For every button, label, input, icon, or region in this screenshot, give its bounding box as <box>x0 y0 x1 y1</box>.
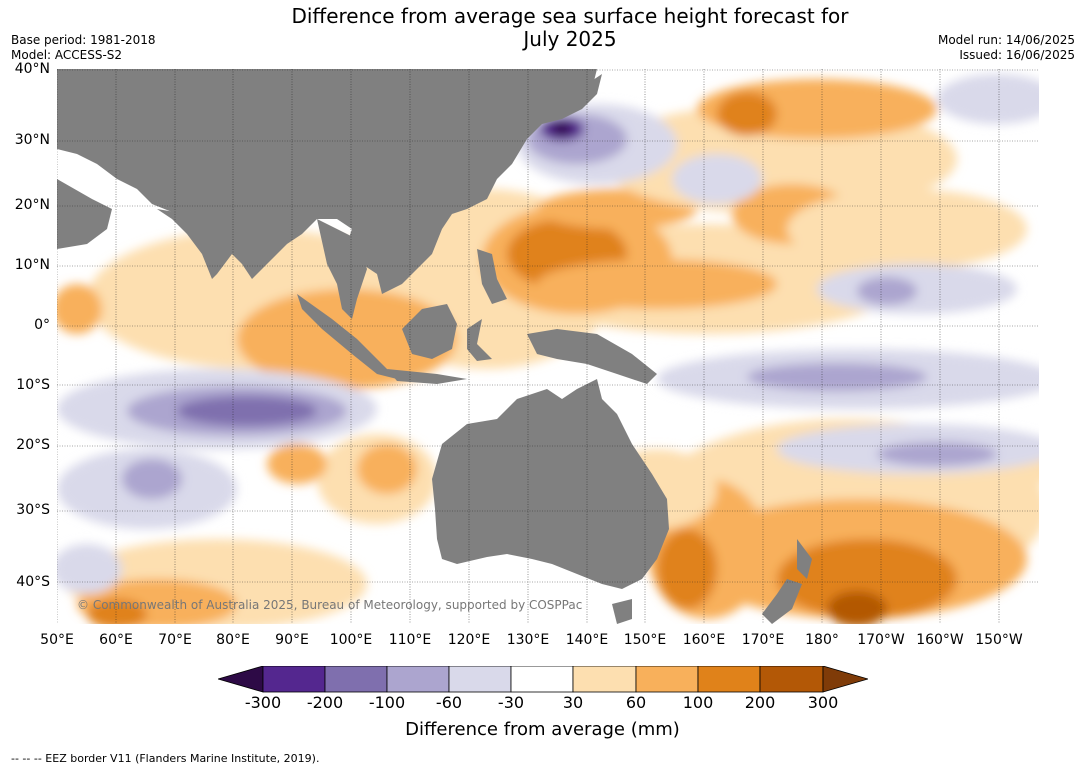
lat-label-40n: 40°N <box>14 61 50 77</box>
lat-label-10n: 10°N <box>14 257 50 273</box>
lat-label-30s: 30°S <box>16 502 50 518</box>
land-asia <box>57 69 597 294</box>
lon-label-80e: 80°E <box>216 632 250 648</box>
lon-label-70e: 70°E <box>158 632 192 648</box>
colorbar-tick-200: 200 <box>744 693 776 712</box>
eez-footnote: -- -- -- EEZ border V11 (Flanders Marine… <box>11 752 320 765</box>
colorbar-tick--300: -300 <box>244 693 282 712</box>
colorbar-arrow-high <box>822 666 868 693</box>
lat-label-20n: 20°N <box>14 197 50 213</box>
lon-label-110e: 110°E <box>388 632 432 648</box>
model-text: Model: ACCESS-S2 <box>11 48 123 62</box>
copyright-text: © Commonwealth of Australia 2025, Bureau… <box>77 598 583 612</box>
colorbar-bin-7 <box>635 666 699 693</box>
land-new-zealand-north <box>797 539 812 579</box>
land-masses <box>57 69 812 624</box>
colorbar-bin-5 <box>510 666 574 693</box>
colorbar-arrow-low <box>218 666 264 693</box>
lon-label-60e: 60°E <box>99 632 133 648</box>
colorbar-tick-60: 60 <box>625 693 647 712</box>
colorbar <box>218 666 868 693</box>
land-philippines <box>477 249 507 304</box>
colorbar-tick-30: 30 <box>562 693 584 712</box>
colorbar-tick-100: 100 <box>682 693 714 712</box>
lat-label-10s: 10°S <box>16 377 50 393</box>
lon-label-160w: 160°W <box>916 632 964 648</box>
meta-right: Model run: 14/06/2025 Issued: 16/06/2025 <box>938 33 1075 63</box>
lat-label-30n: 30°N <box>14 132 50 148</box>
sea-level-map: © Commonwealth of Australia 2025, Bureau… <box>57 69 1039 624</box>
land-new-guinea <box>527 329 657 384</box>
lon-label-50e: 50°E <box>40 632 74 648</box>
lon-label-90e: 90°E <box>275 632 309 648</box>
meta-left: Base period: 1981-2018 Model: ACCESS-S2 <box>11 33 156 63</box>
land-arabia <box>57 179 112 249</box>
map-title-line1: Difference from average sea surface heig… <box>291 4 849 28</box>
land-india <box>157 209 242 279</box>
lon-label-100e: 100°E <box>329 632 373 648</box>
colorbar-bin-3 <box>386 666 450 693</box>
map-title: Difference from average sea surface heig… <box>220 5 920 51</box>
lon-label-160e: 160°E <box>682 632 726 648</box>
lon-label-130e: 130°E <box>506 632 550 648</box>
model-run-text: Model run: 14/06/2025 <box>937 33 1075 47</box>
lon-label-120e: 120°E <box>447 632 491 648</box>
colorbar-tick-300: 300 <box>807 693 839 712</box>
land-new-zealand-south <box>762 579 802 624</box>
colorbar-label: Difference from average (mm) <box>405 719 680 740</box>
colorbar-bin-4 <box>448 666 512 693</box>
lon-label-150w: 150°W <box>975 632 1023 648</box>
colorbar-bin-9 <box>759 666 824 693</box>
lon-label-180: 180° <box>805 632 839 648</box>
land-japan <box>517 74 602 129</box>
lon-label-170e: 170°E <box>741 632 785 648</box>
lon-label-140e: 140°E <box>565 632 609 648</box>
land-tasmania <box>612 599 632 624</box>
lat-label-20s: 20°S <box>16 437 50 453</box>
colorbar-tick--30: -30 <box>497 693 525 712</box>
lat-label-0: 0° <box>34 317 50 333</box>
land-borneo <box>402 304 457 359</box>
lon-label-150e: 150°E <box>623 632 667 648</box>
graticule <box>57 69 1039 624</box>
colorbar-tick--100: -100 <box>368 693 406 712</box>
colorbar-bin-8 <box>697 666 761 693</box>
land-australia <box>432 379 669 589</box>
colorbar-tick--200: -200 <box>306 693 344 712</box>
lon-label-170w: 170°W <box>857 632 905 648</box>
land-java <box>387 369 467 384</box>
colorbar-tick--60: -60 <box>435 693 463 712</box>
colorbar-bin-6 <box>572 666 637 693</box>
lat-label-40s: 40°S <box>16 574 50 590</box>
land-sulawesi <box>467 319 492 361</box>
anomaly-field <box>57 74 1039 624</box>
land-sumatra <box>297 294 397 379</box>
issued-text: Issued: 16/06/2025 <box>959 48 1075 62</box>
colorbar-bin-1 <box>262 666 326 693</box>
base-period-text: Base period: 1981-2018 <box>11 33 156 47</box>
land-indochina <box>317 219 367 319</box>
colorbar-bin-2 <box>324 666 388 693</box>
map-canvas <box>57 69 1039 624</box>
map-title-line2: July 2025 <box>523 27 617 51</box>
